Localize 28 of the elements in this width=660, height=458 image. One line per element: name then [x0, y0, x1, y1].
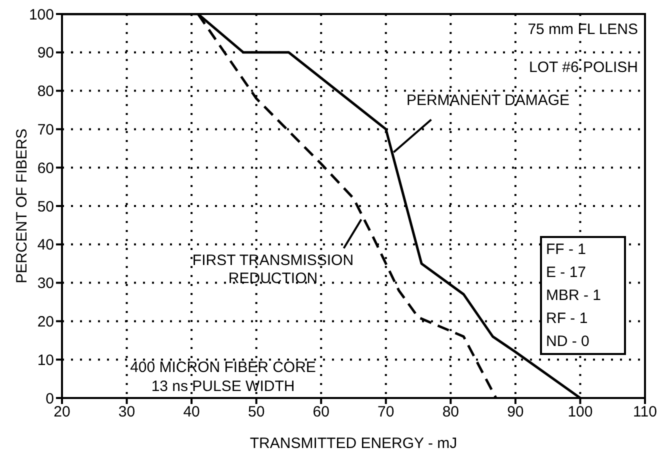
- x-tick-label: 40: [183, 404, 200, 421]
- y-tick-label: 30: [37, 275, 54, 292]
- annotation: 400 MICRON FIBER CORE 13 ns PULSE WIDTH: [129, 358, 317, 396]
- annotation: LOT #6 POLISH: [528, 58, 638, 77]
- y-tick-label: 20: [37, 314, 54, 331]
- y-tick-label: 40: [37, 236, 54, 254]
- x-tick-label: 100: [568, 404, 593, 421]
- x-tick-label: 50: [248, 404, 265, 421]
- y-tick-label: 0: [46, 390, 54, 408]
- y-tick-label: 100: [28, 6, 54, 24]
- y-tick-label: 70: [37, 122, 54, 139]
- x-tick-label: 60: [312, 404, 330, 421]
- y-axis-title: PERCENT OF FIBERS: [14, 128, 30, 284]
- x-tick-label: 80: [442, 404, 460, 421]
- y-tick-label: 10: [37, 352, 54, 369]
- y-tick-label: 90: [37, 44, 54, 62]
- y-tick-label: 80: [37, 83, 54, 100]
- annotation: FF - 1 E - 17 MBR - 1 RF - 1 ND - 0: [540, 236, 626, 355]
- y-tick-label: 50: [37, 198, 54, 216]
- legend-label: FIRST TRANSMISSION REDUCTION: [191, 252, 355, 288]
- x-tick-label: 20: [54, 404, 70, 421]
- x-tick-label: 110: [633, 404, 657, 421]
- x-tick-label: 70: [378, 404, 394, 421]
- x-tick-label: 90: [507, 404, 524, 421]
- x-axis-title: TRANSMITTED ENERGY - mJ: [250, 435, 458, 452]
- x-tick-label: 30: [118, 404, 136, 421]
- y-tick-label: 60: [37, 160, 54, 177]
- series-label: PERMANENT DAMAGE: [405, 92, 571, 110]
